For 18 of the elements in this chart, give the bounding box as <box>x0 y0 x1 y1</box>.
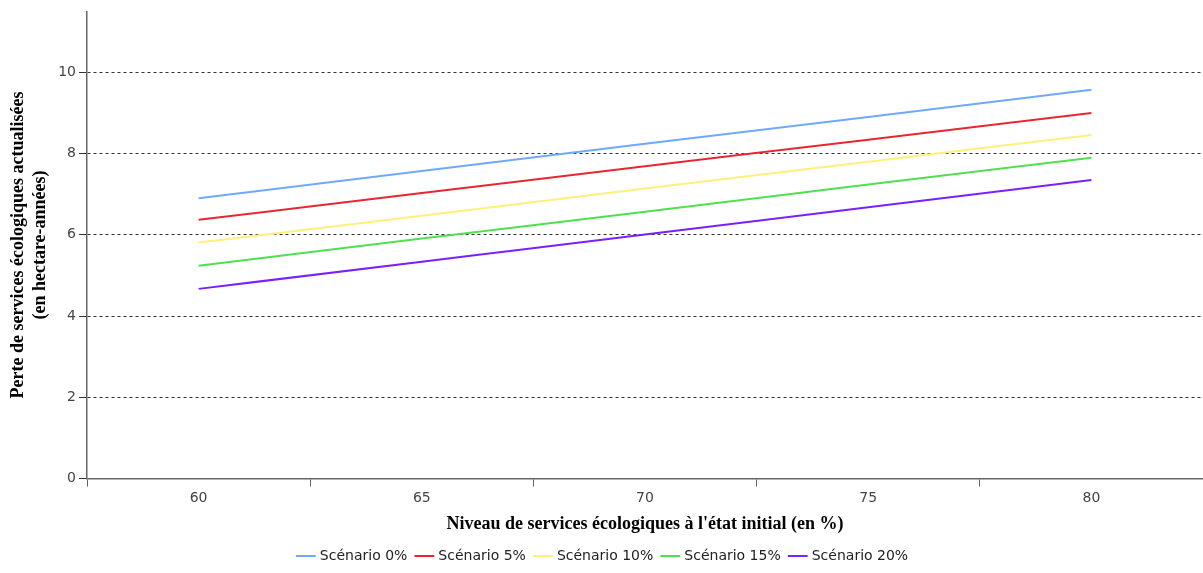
y-tick-label: 0 <box>67 469 77 486</box>
legend-label: Scénario 20% <box>811 546 909 563</box>
y-tick-label: 6 <box>67 225 77 242</box>
legend-label: Scénario 5% <box>438 546 526 563</box>
x-tick-label: 80 <box>1082 488 1101 505</box>
y-tick-label: 2 <box>67 387 77 404</box>
y-tick-label: 10 <box>58 62 77 79</box>
x-axis-title: Niveau de services écologiques à l'état initial (en %) <box>446 512 844 534</box>
y-axis-title: Perte de services écologiques actualisées (en hectare-années) <box>7 91 51 399</box>
x-tick-label: 75 <box>859 488 878 505</box>
y-tick-label: 4 <box>67 306 77 323</box>
legend-label: Scénario 0% <box>319 546 408 563</box>
y-tick-label: 8 <box>67 144 77 161</box>
x-tick-label: 60 <box>189 488 208 505</box>
x-tick-label: 70 <box>636 488 654 505</box>
legend-label: Scénario 15% <box>684 546 781 563</box>
legend-label: Scénario 10% <box>556 546 654 563</box>
x-tick-label: 65 <box>412 488 431 505</box>
